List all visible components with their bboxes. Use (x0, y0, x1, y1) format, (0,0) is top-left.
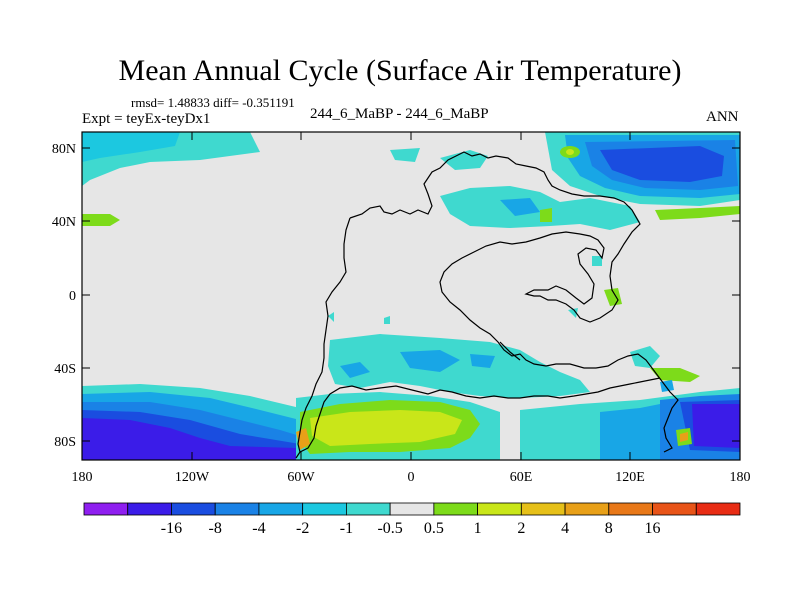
colorbar-label: -4 (252, 520, 265, 537)
arctic-warm-spot-core (566, 149, 574, 155)
colorbar-label: 8 (605, 520, 613, 537)
lon-ticks (81, 132, 741, 460)
lon-label-180-left: 180 (72, 470, 93, 485)
colorbar-label: -16 (161, 520, 182, 537)
lat-ticks (82, 147, 740, 442)
colorbar-swatch (83, 502, 129, 516)
colorbar-swatch (171, 502, 216, 516)
colorbar-swatch (564, 502, 610, 516)
colorbar-swatch (214, 502, 260, 516)
colorbar-label: -2 (296, 520, 309, 537)
lon-label-120e: 120E (615, 470, 645, 485)
pangaea-west-outline (349, 151, 679, 453)
lon-label-60e: 60E (510, 470, 533, 485)
colorbar-swatch (258, 502, 304, 516)
southern-rim-outline (295, 451, 301, 459)
page-title: Mean Annual Cycle (Surface Air Temperatu… (118, 54, 682, 87)
colorbar: -16 -8 -4 -2 -1 -0.5 0.5 1 2 4 8 16 (83, 502, 741, 537)
colorbar-label: 4 (561, 520, 569, 537)
colorbar-swatch (433, 502, 479, 516)
colorbar-swatch (652, 502, 697, 516)
lat-label-80n: 80N (52, 142, 76, 157)
season-label: ANN (706, 109, 739, 125)
colorbar-label: -1 (340, 520, 353, 537)
lon-label-180-right: 180 (730, 470, 751, 485)
colorbar-swatch (389, 502, 435, 516)
lon-label-60w: 60W (287, 470, 315, 485)
colorbar-label: 0.5 (424, 520, 444, 537)
north-patch-1 (390, 148, 420, 162)
colorbar-swatch (520, 502, 566, 516)
tropic-patch-cyan-1 (592, 256, 602, 266)
colorbar-label: -8 (209, 520, 222, 537)
colorbar-swatch (695, 502, 741, 516)
west-green-bar (82, 214, 120, 226)
arctic-anomaly-east-core (600, 146, 724, 182)
colorbar-swatch (127, 502, 172, 516)
lat-label-40s: 40S (54, 362, 76, 377)
colorbar-label: 2 (517, 520, 525, 537)
lat-label-80s: 80S (54, 435, 76, 450)
lat-label-40n: 40N (52, 215, 76, 230)
colorbar-label: -0.5 (377, 520, 402, 537)
inland-sea-outline (499, 341, 521, 361)
tropic-patch-cyan-4 (384, 316, 390, 324)
north-patch-3 (440, 186, 640, 230)
colorbar-swatch (608, 502, 653, 516)
lon-label-120w: 120W (175, 470, 210, 485)
comparison-label: 244_6_MaBP - 244_6_MaBP (310, 106, 489, 122)
antarctic-center-yellow (310, 410, 462, 446)
experiment-label: Expt = teyEx-teyDx1 (82, 111, 211, 127)
antarctic-east-purple (692, 404, 740, 448)
antarctic-east-orange (680, 432, 688, 442)
east-green-bar (655, 206, 740, 220)
colorbar-swatch (477, 502, 522, 516)
south-belt-blue-2 (340, 362, 370, 378)
colorbar-swatch (345, 502, 391, 516)
south-east-patch (630, 346, 660, 368)
map-field (82, 132, 740, 460)
south-belt-blue-1 (400, 350, 460, 372)
north-patch-3-blue (500, 198, 540, 216)
antarctic-west-purple (82, 418, 296, 460)
south-belt-blue-3 (470, 354, 495, 368)
rmsd-diff-stats: rmsd= 1.48833 diff= -0.351191 (131, 95, 295, 110)
lon-label-0: 0 (408, 470, 415, 485)
tropic-patch-cyan-2 (568, 308, 578, 318)
colorbar-label: 1 (474, 520, 482, 537)
tropic-patch-cyan-3 (328, 312, 334, 322)
south-belt (328, 334, 590, 398)
lat-label-0: 0 (69, 289, 76, 304)
south-east-green (650, 368, 700, 382)
north-patch-green (540, 208, 552, 222)
arctic-anomaly-west-teal (82, 132, 180, 162)
colorbar-swatch (302, 502, 347, 516)
colorbar-label: 16 (645, 520, 661, 537)
pangaea-west-lower-outline (297, 217, 661, 453)
